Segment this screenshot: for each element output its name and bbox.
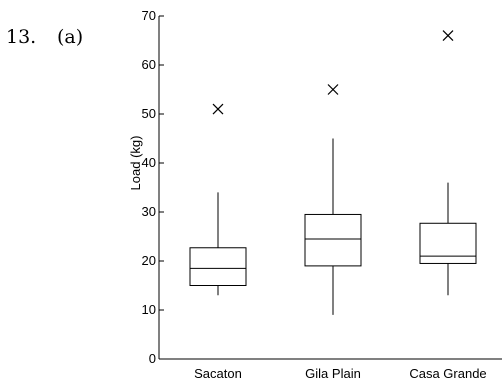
outlier-marker <box>327 84 339 95</box>
problem-number: 13. <box>6 26 37 48</box>
y-tick-label: 40 <box>142 155 156 170</box>
box-casa-grande <box>419 30 477 296</box>
y-tick-label: 70 <box>142 8 156 23</box>
y-ticks: 0 10 20 30 40 50 60 70 <box>142 8 164 366</box>
box-sacaton <box>189 103 247 296</box>
x-tick-label: Casa Grande <box>409 366 486 381</box>
x-tick-label: Gila Plain <box>305 366 361 381</box>
outlier-marker <box>212 103 224 115</box>
y-tick-label: 0 <box>149 351 156 366</box>
iqr-box <box>419 222 477 264</box>
iqr-box <box>189 247 247 287</box>
y-tick-label: 60 <box>142 57 156 72</box>
y-tick-label: 20 <box>142 253 156 268</box>
y-axis-title: Load (kg) <box>128 136 143 191</box>
iqr-box <box>304 213 362 267</box>
box-gila-plain <box>304 84 362 315</box>
x-ticks: Sacaton Gila Plain Casa Grande <box>194 366 487 381</box>
boxes <box>189 30 477 315</box>
y-tick-label: 30 <box>142 204 156 219</box>
y-tick-label: 50 <box>142 106 156 121</box>
problem-part: (a) <box>57 26 84 48</box>
outlier-marker <box>442 30 454 42</box>
x-tick-label: Sacaton <box>194 366 242 381</box>
y-tick-label: 10 <box>142 302 156 317</box>
